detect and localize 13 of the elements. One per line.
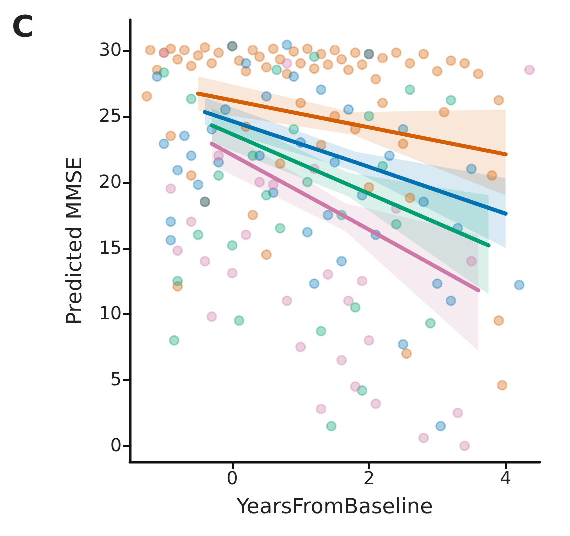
x-axis-title: YearsFromBaseline — [236, 494, 434, 518]
y-tick-label: 25 — [99, 106, 122, 127]
x-tick-label: 2 — [363, 468, 375, 490]
text: C — [12, 10, 34, 45]
y-tick-label: 10 — [99, 304, 122, 325]
y-tick-label: 15 — [99, 238, 122, 259]
y-tick-label: 5 — [110, 370, 122, 391]
y-tick-label: 30 — [99, 40, 122, 61]
y-axis-title: Predicted MMSE — [62, 156, 86, 326]
x-tick-label: 4 — [500, 468, 512, 490]
y-tick-label: 0 — [110, 436, 122, 457]
y-tick-label: 20 — [99, 172, 122, 193]
x-tick-label: 0 — [226, 468, 238, 490]
